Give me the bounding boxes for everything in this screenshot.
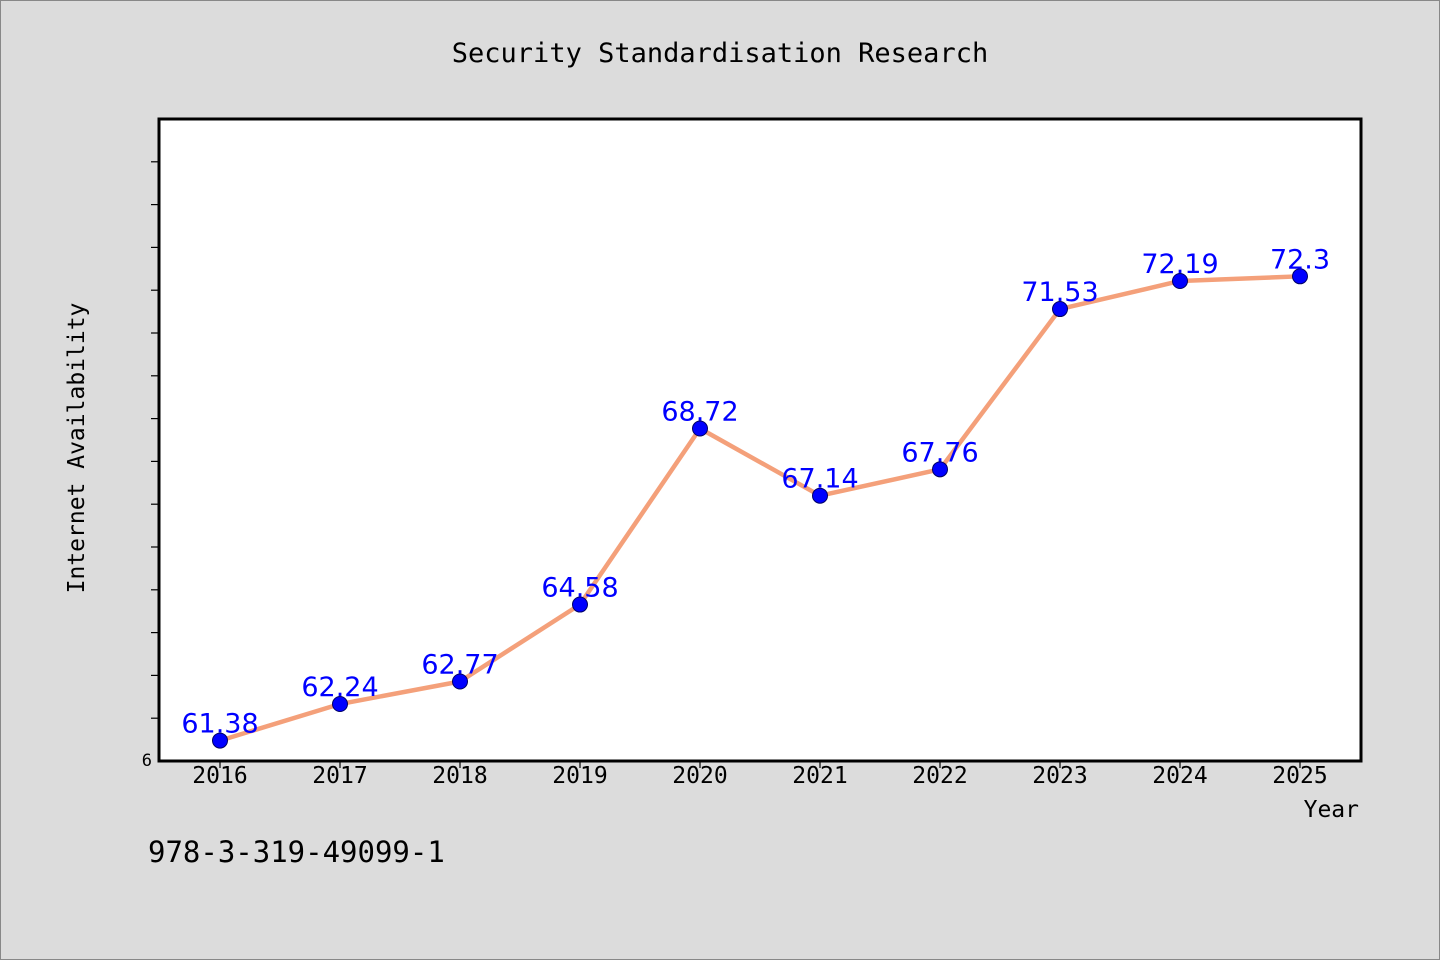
data-point — [332, 696, 348, 713]
data-point — [932, 461, 948, 478]
data-label: 67.76 — [901, 437, 978, 468]
data-label-layer: 61.38 62.24 62.77 64.58 68.72 67.14 67.76 71.53… — [181, 244, 1330, 739]
data-label: 61.38 — [181, 709, 258, 740]
x-tick-label: 2019 — [552, 763, 607, 789]
footnote: 978-3-319-49099-1 — [148, 835, 445, 869]
data-point — [812, 487, 828, 504]
data-point — [452, 673, 468, 690]
x-tick-label: 2024 — [1152, 763, 1207, 789]
x-tick-label: 2023 — [1032, 763, 1087, 789]
data-point — [1292, 268, 1308, 285]
data-label: 68.72 — [661, 397, 738, 428]
data-point — [1172, 272, 1188, 289]
y-axis-ticks — [151, 161, 159, 719]
data-point — [692, 420, 708, 437]
data-label: 62.24 — [301, 672, 378, 703]
x-tick-label: 2025 — [1272, 763, 1327, 789]
plot-area — [157, 117, 1363, 763]
x-tick-label: 2017 — [312, 763, 367, 789]
data-label: 71.53 — [1021, 277, 1098, 308]
x-axis-label: Year — [1304, 797, 1359, 823]
data-point — [572, 596, 588, 613]
x-axis-ticks: 2016 2017 2018 2019 2020 2021 2022 2023 2024 2025 — [192, 761, 1328, 789]
x-tick-label: 2018 — [432, 763, 487, 789]
data-label: 62.77 — [421, 649, 498, 680]
data-label: 72.19 — [1141, 249, 1218, 280]
x-tick-label: 2021 — [792, 763, 847, 789]
y-axis-label: Internet Availability — [64, 303, 90, 594]
chart-title: Security Standardisation Research — [452, 38, 988, 69]
data-label: 67.14 — [781, 464, 858, 495]
x-tick-label: 2020 — [672, 763, 727, 789]
x-tick-label: 2022 — [912, 763, 967, 789]
series-line — [217, 274, 1303, 743]
series-layer — [212, 268, 1308, 749]
data-point — [1052, 301, 1068, 318]
data-point — [212, 732, 228, 749]
data-label: 64.58 — [541, 573, 618, 604]
data-label: 72.3 — [1270, 244, 1330, 275]
x-tick-label: 2016 — [192, 763, 247, 789]
y-axis-min-label: 6 — [142, 751, 152, 771]
